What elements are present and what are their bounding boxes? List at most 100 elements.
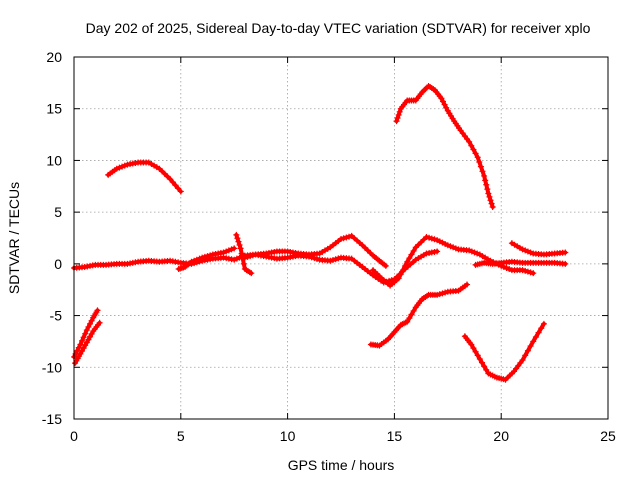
data-point-marker (196, 255, 203, 262)
data-point-marker (167, 176, 174, 183)
data-point-marker (478, 359, 485, 366)
y-tick-label: 15 (46, 101, 62, 117)
data-point-marker (468, 341, 475, 348)
x-tick-label: 5 (177, 428, 185, 444)
data-point-marker (439, 98, 446, 105)
data-point-marker (410, 247, 417, 254)
data-point-marker (393, 118, 400, 125)
data-point-marker (175, 185, 182, 192)
series-arc-6 (233, 231, 255, 277)
data-point-marker (231, 256, 238, 263)
plot-frame (73, 56, 609, 420)
data-point-marker (434, 248, 441, 255)
data-point-marker (519, 246, 526, 253)
data-point-marker (522, 352, 529, 359)
x-axis-label: GPS time / hours (288, 457, 395, 473)
data-point-marker (193, 256, 200, 263)
data-point-marker (470, 345, 477, 352)
data-point-marker (439, 239, 446, 246)
data-point-marker (434, 291, 441, 298)
series-arc-3 (105, 159, 184, 195)
data-point-marker (524, 268, 531, 275)
axis-ticks: 0 5 10 15 20 25 -15 -10 -5 0 5 10 15 20 (42, 49, 616, 444)
data-point-marker (488, 200, 495, 207)
data-point-marker (82, 330, 89, 337)
data-point-marker (464, 281, 471, 288)
data-point-marker (530, 338, 537, 345)
x-tick-label: 10 (280, 428, 296, 444)
data-point-marker (116, 164, 123, 171)
data-point-marker (476, 158, 483, 165)
data-point-marker (311, 255, 318, 262)
data-point-marker (236, 241, 243, 248)
data-point-marker (477, 163, 484, 170)
data-point-marker (244, 253, 251, 260)
data-point-marker (238, 250, 245, 257)
data-point-marker (476, 356, 483, 363)
data-point-marker (240, 260, 247, 267)
data-point-marker (535, 329, 542, 336)
data-point-marker (527, 249, 534, 256)
data-point-marker (343, 234, 350, 241)
data-point-marker (119, 163, 126, 170)
data-point-marker (431, 236, 438, 243)
data-point-marker (527, 269, 534, 276)
x-tick-label: 25 (600, 428, 616, 444)
data-point-marker (406, 315, 413, 322)
data-point-marker (468, 248, 475, 255)
data-point-marker (472, 348, 479, 355)
data-point-marker (474, 250, 481, 257)
data-point-marker (434, 237, 441, 244)
data-point-marker (396, 108, 403, 115)
data-series (71, 82, 569, 383)
data-point-marker (340, 235, 347, 242)
data-point-marker (485, 190, 492, 197)
data-point-marker (223, 248, 230, 255)
data-point-marker (225, 247, 232, 254)
data-point-marker (79, 337, 86, 344)
data-point-marker (121, 162, 128, 169)
data-point-marker (562, 260, 569, 267)
data-point-marker (474, 352, 481, 359)
data-point-marker (483, 366, 490, 373)
data-point-marker (503, 264, 510, 271)
data-point-marker (394, 115, 401, 122)
data-point-marker (538, 325, 545, 332)
y-tick-label: -10 (42, 359, 62, 375)
data-point-marker (487, 197, 494, 204)
data-point-marker (248, 270, 255, 277)
data-point-marker (506, 266, 513, 273)
y-tick-label: 5 (54, 204, 62, 220)
data-point-marker (468, 142, 475, 149)
y-tick-label: 20 (46, 49, 62, 65)
data-point-marker (247, 253, 254, 260)
x-tick-label: 15 (387, 428, 403, 444)
series-arc-10 (508, 240, 569, 258)
data-point-marker (113, 165, 120, 172)
data-point-marker (172, 182, 179, 189)
data-point-marker (423, 233, 430, 240)
data-point-marker (249, 252, 256, 259)
data-point-marker (199, 254, 206, 261)
data-point-marker (408, 311, 415, 318)
data-point-marker (235, 238, 242, 245)
data-point-marker (332, 256, 339, 263)
data-point-marker (308, 254, 315, 261)
data-point-marker (482, 177, 489, 184)
data-point-marker (305, 253, 312, 260)
data-point-marker (313, 255, 320, 262)
data-point-marker (346, 233, 353, 240)
data-point-marker (486, 193, 493, 200)
data-point-marker (441, 101, 448, 108)
data-point-marker (220, 249, 227, 256)
data-point-marker (233, 255, 240, 262)
x-tick-label: 20 (493, 428, 509, 444)
data-point-marker (382, 262, 389, 269)
data-point-marker (94, 307, 101, 314)
data-point-marker (395, 111, 402, 118)
data-point-marker (474, 154, 481, 161)
data-point-marker (519, 267, 526, 274)
data-point-marker (410, 307, 417, 314)
data-point-marker (404, 258, 411, 265)
